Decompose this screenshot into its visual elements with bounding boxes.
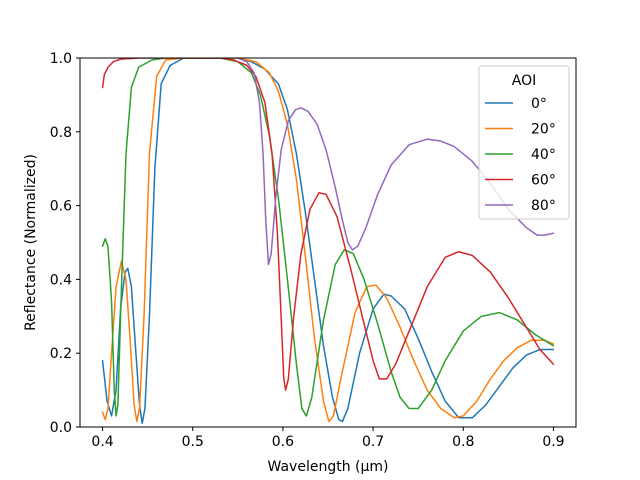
x-axis-ticks: 0.4 0.5 0.6 0.7 0.8 0.9 [91, 427, 565, 450]
x-axis-title: Wavelength (μm) [268, 459, 389, 475]
x-tick-label: 0.4 [91, 434, 113, 450]
legend-box [478, 65, 570, 220]
y-tick-label: 0.8 [50, 125, 72, 141]
y-tick-label: 1.0 [50, 51, 72, 67]
series-line-1 [101, 58, 555, 423]
series-line-2 [101, 58, 555, 417]
legend-label-1: 20° [531, 122, 556, 138]
x-tick-label: 0.5 [182, 434, 204, 450]
series-line-0 [101, 58, 555, 425]
x-tick-label: 0.7 [362, 434, 384, 450]
x-tick-label: 0.8 [452, 434, 474, 450]
x-tick-label: 0.6 [272, 434, 294, 450]
y-tick-label: 0.0 [50, 420, 72, 436]
series-line-3 [101, 58, 555, 391]
y-axis-title: Reflectance (Normalized) [23, 154, 39, 331]
legend-label-4: 80° [531, 198, 556, 214]
legend-label-3: 60° [531, 173, 556, 189]
legend-label-2: 40° [531, 147, 556, 163]
legend-items: 0° 20° 40° 60° 80° [485, 96, 556, 214]
series-line-4 [237, 58, 555, 266]
y-axis-ticks: 0.0 0.2 0.4 0.6 0.8 1.0 [50, 51, 80, 436]
y-tick-label: 0.2 [50, 346, 72, 362]
legend-title: AOI [512, 73, 536, 89]
axes-frame [79, 57, 577, 428]
y-tick-label: 0.6 [50, 199, 72, 215]
y-tick-label: 0.4 [50, 272, 72, 288]
legend: AOI 0° 20° 40° 60° 80° [478, 65, 570, 220]
x-tick-label: 0.9 [542, 434, 564, 450]
series-layer [101, 58, 555, 425]
legend-label-0: 0° [531, 96, 547, 112]
